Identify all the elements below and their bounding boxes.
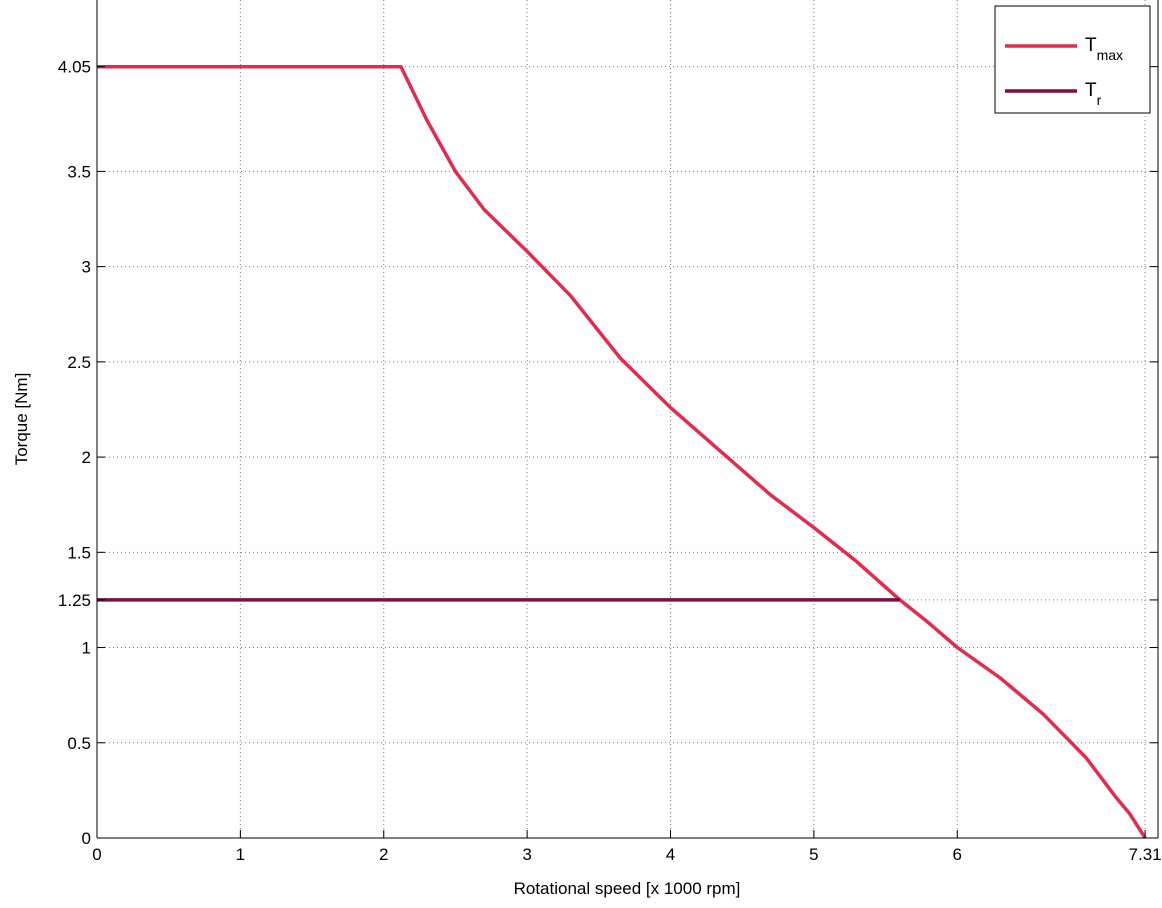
x-tick-label: 4 <box>666 845 675 864</box>
y-tick-label: 1 <box>82 639 91 658</box>
y-tick-label: 0.5 <box>67 734 91 753</box>
plot-background <box>97 0 1158 838</box>
legend-label-subscript: r <box>1097 92 1102 108</box>
x-tick-label: 5 <box>809 845 818 864</box>
legend-label-main: T <box>1085 80 1097 101</box>
x-tick-label: 7.31 <box>1129 845 1162 864</box>
y-tick-label: 2.5 <box>67 353 91 372</box>
legend-label-subscript: max <box>1097 47 1123 63</box>
y-tick-label: 3.5 <box>67 162 91 181</box>
y-tick-label: 3 <box>82 258 91 277</box>
legend-label-0: Tmax <box>1085 35 1123 63</box>
y-tick-label: 4.05 <box>58 58 91 77</box>
y-tick-label: 0 <box>82 829 91 848</box>
legend-box <box>994 5 1151 114</box>
x-tick-label: 3 <box>522 845 531 864</box>
legend-label-main: T <box>1085 35 1097 56</box>
plot-area: 0 1 2 3 4 5 6 7.31 0 0.5 1 1.25 1.5 2 2.5 3 3.5 4.05 <box>58 0 1162 864</box>
y-tick-label: 2 <box>82 448 91 467</box>
y-tick-label: 1.5 <box>67 543 91 562</box>
series-line-0 <box>97 64 1147 839</box>
x-tick-label: 1 <box>236 845 245 864</box>
x-tick-label: 0 <box>92 845 101 864</box>
axis-ticks: 0 1 2 3 4 5 6 7.31 0 0.5 1 1.25 1.5 2 2.5 3 3.5 4.05 <box>58 58 1162 864</box>
x-tick-label: 6 <box>953 845 962 864</box>
y-tick-label: 1.25 <box>58 591 91 610</box>
y-axis-title: Torque [Nm] <box>12 373 31 466</box>
legend-label-1: Tr <box>1085 80 1102 108</box>
x-axis-title: Rotational speed [x 1000 rpm] <box>514 879 741 898</box>
x-tick-label: 2 <box>379 845 388 864</box>
data-series <box>97 64 1147 839</box>
